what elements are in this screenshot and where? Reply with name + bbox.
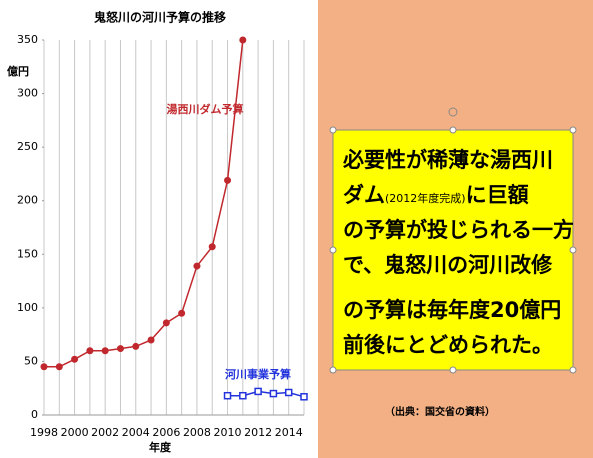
x-tick-label: 2004	[122, 426, 150, 439]
marker	[147, 336, 155, 344]
y-tick-label: 200	[17, 194, 38, 207]
marker	[284, 388, 293, 397]
y-tick-label: 100	[17, 301, 38, 314]
marker	[254, 387, 262, 396]
y-tick-label: 350	[17, 33, 38, 46]
marker	[86, 347, 94, 355]
selection-handles	[329, 107, 577, 374]
marker	[223, 391, 232, 400]
marker	[269, 389, 278, 398]
x-tick-label: 2008	[183, 426, 211, 439]
marker	[101, 347, 109, 355]
marker	[40, 363, 48, 371]
source-note: （出典：国交省の資料）	[385, 405, 495, 418]
callout-line: の予算は毎年度20億円	[343, 298, 561, 322]
callout-line: 前後にとどめられた。	[343, 333, 553, 357]
y-tick-label: 150	[17, 247, 38, 260]
marker	[178, 309, 186, 317]
x-tick-label: 2002	[91, 426, 119, 439]
callout-line: の予算が投じられる一方	[343, 218, 574, 242]
y-axis-label: 億円	[7, 64, 29, 78]
callout-line: で、鬼怒川の河川改修	[343, 253, 553, 277]
y-tick-label: 50	[24, 354, 38, 367]
x-axis-label: 年度	[149, 440, 172, 454]
marker	[224, 176, 232, 184]
callout-line: ダム(2012年度完成)に巨額	[343, 183, 529, 207]
marker	[71, 355, 79, 363]
marker	[193, 262, 201, 270]
x-tick-label: 2010	[214, 426, 242, 439]
y-tick-label: 0	[31, 408, 38, 421]
chart-panel	[0, 0, 318, 458]
series-label: 河川事業予算	[225, 367, 291, 381]
x-tick-label: 2000	[61, 426, 89, 439]
marker	[239, 391, 247, 400]
x-tick-label: 2014	[275, 426, 303, 439]
marker	[132, 342, 140, 350]
series-label: 湯西川ダム予算	[167, 102, 244, 116]
x-tick-label: 1998	[30, 426, 58, 439]
marker	[239, 36, 247, 44]
marker	[300, 393, 308, 401]
callout-line: 必要性が稀薄な湯西川	[343, 148, 553, 172]
marker	[116, 345, 124, 353]
y-tick-label: 300	[17, 87, 38, 100]
chart-title: 鬼怒川の河川予算の推移	[94, 10, 226, 25]
x-tick-label: 2012	[244, 426, 272, 439]
callout-box[interactable]	[332, 129, 574, 371]
marker	[55, 363, 63, 371]
marker	[162, 319, 170, 327]
y-tick-label: 250	[17, 140, 38, 153]
x-tick-label: 2006	[152, 426, 180, 439]
marker	[208, 243, 216, 251]
